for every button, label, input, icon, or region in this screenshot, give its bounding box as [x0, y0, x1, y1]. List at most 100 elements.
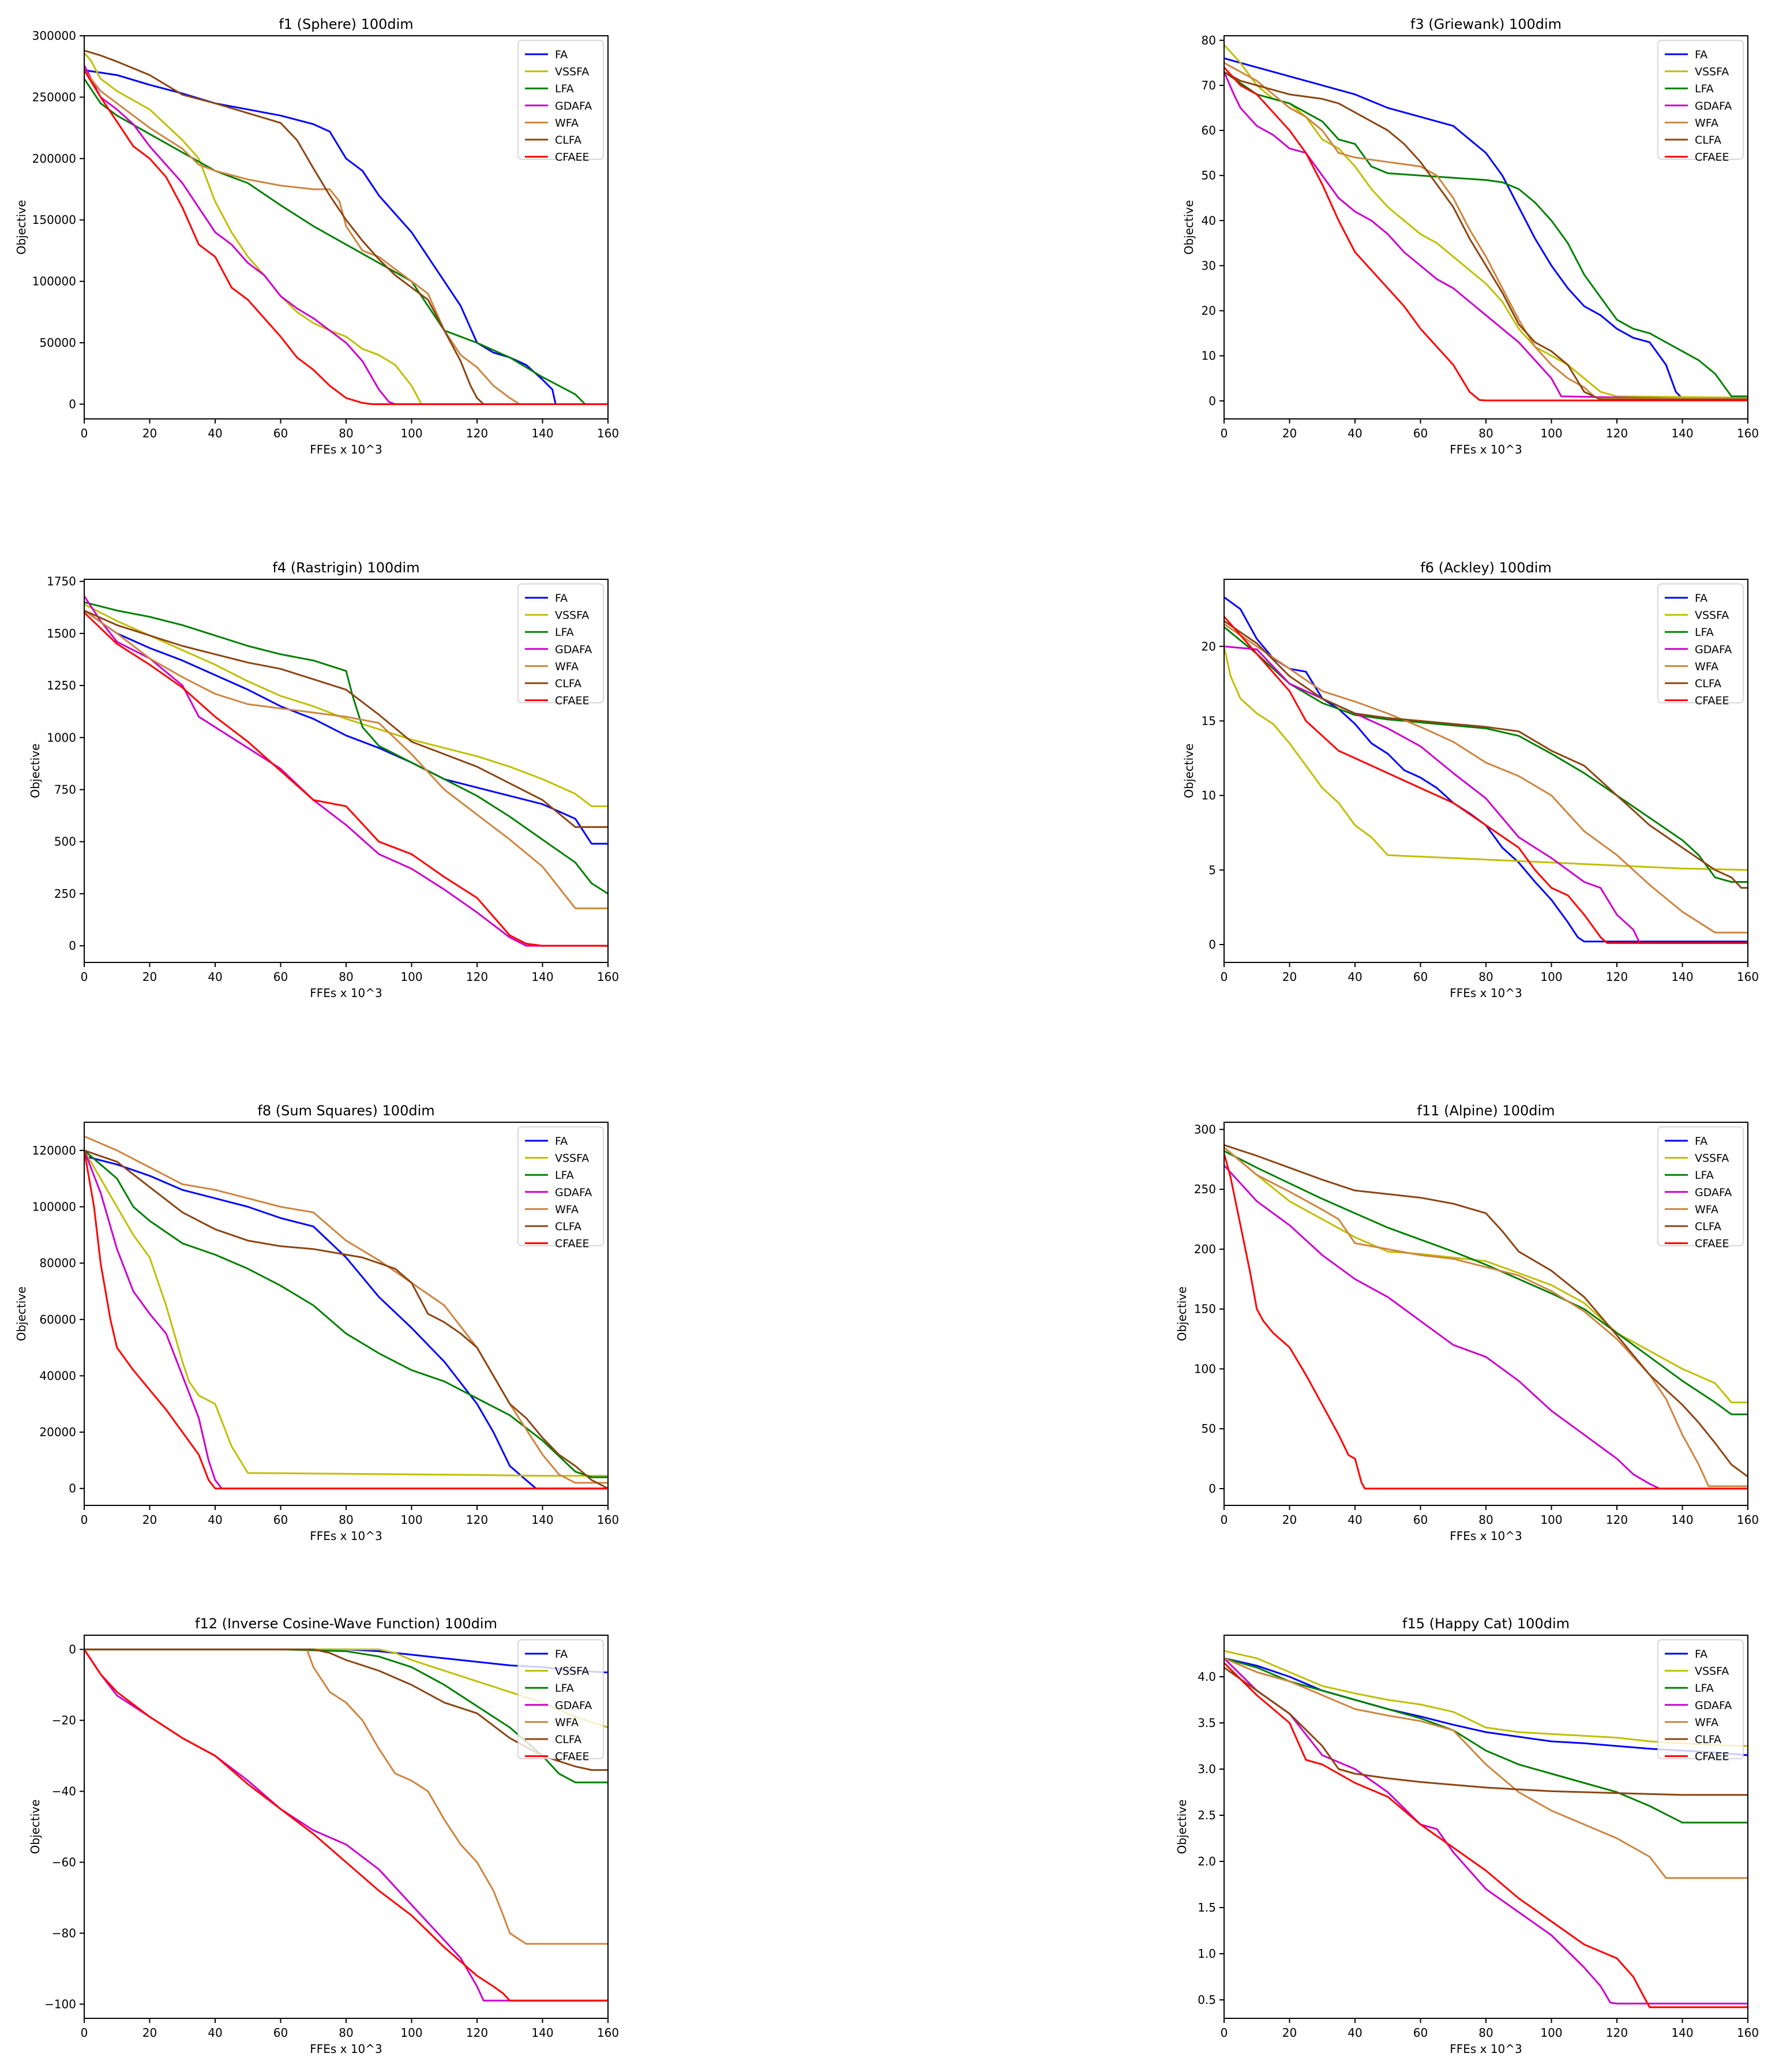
x-tick-label: 120 — [1606, 2026, 1628, 2040]
x-tick-label: 80 — [339, 1513, 353, 1527]
legend-entry: CLFA — [555, 677, 581, 690]
series-line-wfa — [84, 69, 608, 405]
x-tick-label: 20 — [142, 970, 157, 984]
x-tick-label: 60 — [273, 970, 288, 984]
y-tick-label: 250000 — [32, 90, 76, 104]
legend-entry: VSSFA — [555, 66, 589, 78]
legend-box — [517, 583, 604, 703]
x-tick-label: 160 — [1737, 426, 1759, 440]
x-axis-label: FFEs x 10^3 — [1450, 986, 1522, 1000]
x-tick-label: 80 — [1478, 970, 1493, 984]
chart-title: f3 (Griewank) 100dim — [1410, 16, 1562, 32]
legend: FA VSSFA LFA GDAFA WFA CLFA CFAEE — [1657, 1639, 1744, 1763]
y-tick-label: 40 — [1202, 213, 1216, 227]
x-tick-label: 120 — [466, 2026, 488, 2040]
series-line-lfa — [84, 601, 608, 895]
chart-title: f1 (Sphere) 100dim — [279, 16, 413, 32]
x-tick-label: 80 — [1478, 426, 1493, 440]
x-tick-label: 40 — [1348, 426, 1362, 440]
x-tick-label: 80 — [339, 426, 353, 440]
chart-6: f11 (Alpine) 100dim 0 20 40 60 80 100 120 140 160… — [1175, 1103, 1759, 1543]
x-axis-label: FFEs x 10^3 — [1450, 2042, 1522, 2056]
series-line-cfaee — [1224, 616, 1748, 944]
x-tick-label: 100 — [1540, 970, 1562, 984]
legend-box — [1657, 583, 1744, 703]
y-tick-label: 250 — [1194, 1182, 1216, 1196]
legend-entry: CLFA — [1695, 677, 1721, 690]
y-tick-label: −60 — [52, 1855, 76, 1869]
x-tick-label: 60 — [1413, 1513, 1428, 1527]
chart-4: f6 (Ackley) 100dim 0 20 40 60 80 100 120 140 160 0… — [1182, 560, 1759, 1000]
x-tick-label: 140 — [1671, 426, 1693, 440]
chart-title: f15 (Happy Cat) 100dim — [1402, 1616, 1570, 1632]
x-tick-label: 0 — [1221, 2026, 1228, 2040]
legend-box — [1657, 40, 1744, 160]
y-axis-label: Objective — [28, 744, 42, 799]
legend-entry: FA — [1695, 1648, 1707, 1661]
y-tick-label: 30 — [1202, 258, 1216, 272]
x-tick-label: 100 — [400, 1513, 422, 1527]
x-tick-label: 160 — [1737, 970, 1759, 984]
y-axis-label: Objective — [1175, 1800, 1189, 1854]
legend-entry: GDAFA — [1695, 100, 1732, 113]
y-tick-label: 0 — [1208, 938, 1216, 951]
x-tick-label: 20 — [142, 426, 157, 440]
y-axis-label: Objective — [1175, 1287, 1189, 1342]
chart-3: f4 (Rastrigin) 100dim 0 20 40 60 80 100 120 140 1… — [28, 560, 619, 1000]
x-tick-label: 160 — [597, 2026, 619, 2040]
y-axis-label: Objective — [1182, 744, 1196, 799]
legend-entry: FA — [1695, 592, 1707, 605]
x-tick-label: 0 — [1221, 426, 1228, 440]
legend-box — [1657, 1639, 1744, 1759]
y-tick-label: 10 — [1202, 349, 1216, 363]
series-line-lfa — [1224, 626, 1748, 883]
legend: FA VSSFA LFA GDAFA WFA CLFA CFAEE — [1657, 583, 1744, 707]
legend-entry: CFAEE — [555, 1238, 589, 1250]
chart-title: f8 (Sum Squares) 100dim — [257, 1103, 434, 1119]
x-tick-label: 140 — [531, 426, 553, 440]
y-axis-label: Objective — [14, 1287, 28, 1342]
series-line-clfa — [1224, 71, 1748, 400]
chart-title: f11 (Alpine) 100dim — [1417, 1103, 1555, 1119]
legend-entry: WFA — [1695, 1716, 1718, 1729]
legend: FA VSSFA LFA GDAFA WFA CLFA CFAEE — [1657, 40, 1744, 164]
series-group — [84, 1136, 608, 1490]
y-tick-label: 2.5 — [1198, 1808, 1216, 1822]
legend-entry: CLFA — [555, 1220, 581, 1233]
x-tick-label: 100 — [1540, 2026, 1562, 2040]
series-line-wfa — [1224, 623, 1748, 934]
x-tick-label: 60 — [1413, 970, 1428, 984]
legend-entry: LFA — [1695, 1682, 1714, 1695]
y-tick-label: 150000 — [32, 213, 76, 227]
series-line-wfa — [84, 609, 608, 909]
x-tick-label: 120 — [466, 426, 488, 440]
series-line-gdafa — [1224, 71, 1748, 401]
series-line-vssfa — [1224, 646, 1748, 871]
legend-entry: LFA — [1695, 626, 1714, 639]
y-tick-label: 50 — [1202, 1422, 1216, 1436]
x-tick-label: 120 — [1606, 426, 1628, 440]
legend-entry: VSSFA — [1695, 609, 1729, 622]
legend-entry: LFA — [555, 1169, 574, 1182]
series-line-fa — [84, 609, 608, 845]
y-tick-label: 60 — [1202, 123, 1216, 137]
legend-entry: WFA — [1695, 1203, 1718, 1216]
legend-entry: FA — [555, 1648, 568, 1661]
legend-entry: WFA — [555, 660, 579, 673]
series-line-clfa — [1224, 1666, 1748, 1796]
x-tick-label: 60 — [273, 2026, 288, 2040]
legend-entry: LFA — [555, 83, 574, 95]
x-tick-label: 0 — [1221, 970, 1228, 984]
legend-entry: CLFA — [555, 134, 581, 147]
series-line-fa — [84, 1155, 608, 1490]
y-tick-label: 50 — [1202, 168, 1216, 182]
series-line-clfa — [1224, 1144, 1748, 1478]
series-line-wfa — [84, 1648, 608, 1945]
x-tick-label: 140 — [1671, 970, 1693, 984]
legend-entry: WFA — [555, 1716, 579, 1729]
x-axis-label: FFEs x 10^3 — [310, 986, 382, 1000]
chart-title: f4 (Rastrigin) 100dim — [272, 560, 419, 576]
y-tick-label: 3.5 — [1198, 1716, 1216, 1730]
